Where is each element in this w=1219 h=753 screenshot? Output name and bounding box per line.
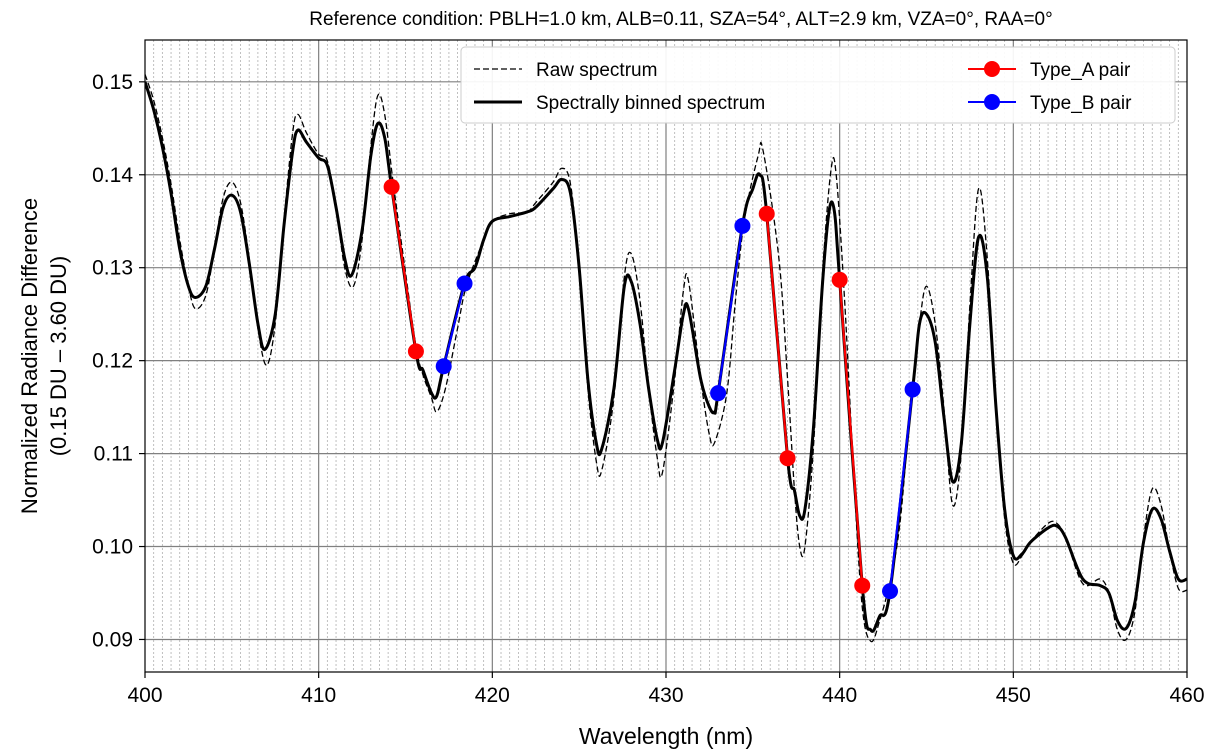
y-tick-label: 0.15 bbox=[92, 71, 133, 94]
legend-type-a-label: Type_A pair bbox=[1030, 60, 1131, 81]
type-b-marker bbox=[882, 583, 899, 600]
x-tick-label: 460 bbox=[1169, 684, 1204, 707]
legend-type-b-label: Type_B pair bbox=[1030, 93, 1132, 114]
type-b-marker bbox=[456, 275, 473, 292]
type-b-pair-line bbox=[717, 225, 744, 394]
type-a-marker bbox=[383, 178, 400, 195]
chart-title: Reference condition: PBLH=1.0 km, ALB=0.… bbox=[309, 9, 1052, 30]
y-axis-label: Normalized Radiance Difference (0.15 DU … bbox=[17, 198, 71, 514]
type-b-pair-line bbox=[888, 389, 914, 592]
type-b-marker bbox=[435, 358, 452, 375]
legend-type-a-marker bbox=[984, 61, 1000, 77]
legend-binned-label: Spectrally binned spectrum bbox=[536, 93, 765, 114]
type-a-marker bbox=[779, 450, 796, 467]
binned-spectrum-line bbox=[145, 81, 1187, 633]
type-b-marker bbox=[734, 217, 751, 234]
type-a-pair-line bbox=[390, 186, 418, 352]
type-b-marker bbox=[710, 385, 727, 402]
x-axis-label: Wavelength (nm) bbox=[579, 723, 753, 749]
legend-type-b-marker bbox=[984, 94, 1000, 110]
type-a-marker bbox=[854, 577, 871, 594]
type-b-pairs bbox=[435, 217, 921, 600]
x-axis-ticks: 400 410 420 430 440 450 460 bbox=[127, 672, 1205, 707]
type-a-pairs bbox=[383, 178, 871, 594]
type-a-marker bbox=[407, 343, 424, 360]
y-axis-label-line-2: (0.15 DU – 3.60 DU) bbox=[46, 256, 71, 457]
type-a-pair-line bbox=[765, 213, 789, 459]
x-tick-label: 420 bbox=[475, 684, 510, 707]
x-tick-label: 410 bbox=[301, 684, 336, 707]
y-tick-label: 0.11 bbox=[94, 443, 133, 466]
type-b-pair-line bbox=[442, 283, 466, 367]
type-a-marker bbox=[831, 271, 848, 288]
x-tick-label: 450 bbox=[996, 684, 1031, 707]
x-tick-label: 400 bbox=[127, 684, 162, 707]
legend-raw-label: Raw spectrum bbox=[536, 60, 657, 81]
y-tick-label: 0.14 bbox=[92, 164, 133, 187]
x-tick-label: 440 bbox=[822, 684, 857, 707]
type-a-pair-line bbox=[838, 279, 864, 586]
y-tick-label: 0.13 bbox=[92, 257, 133, 280]
y-tick-label: 0.10 bbox=[92, 536, 133, 559]
legend: Raw spectrum Spectrally binned spectrum … bbox=[460, 46, 1176, 124]
x-tick-label: 430 bbox=[648, 684, 683, 707]
y-tick-label: 0.12 bbox=[92, 350, 133, 373]
y-axis-ticks: 0.09 0.10 0.11 0.12 0.13 0.14 0.15 bbox=[92, 71, 145, 651]
minor-grid bbox=[153, 40, 1179, 672]
type-a-marker bbox=[758, 205, 775, 222]
y-axis-label-line-1: Normalized Radiance Difference bbox=[17, 198, 42, 514]
y-tick-label: 0.09 bbox=[92, 628, 133, 651]
type-b-marker bbox=[904, 381, 921, 398]
